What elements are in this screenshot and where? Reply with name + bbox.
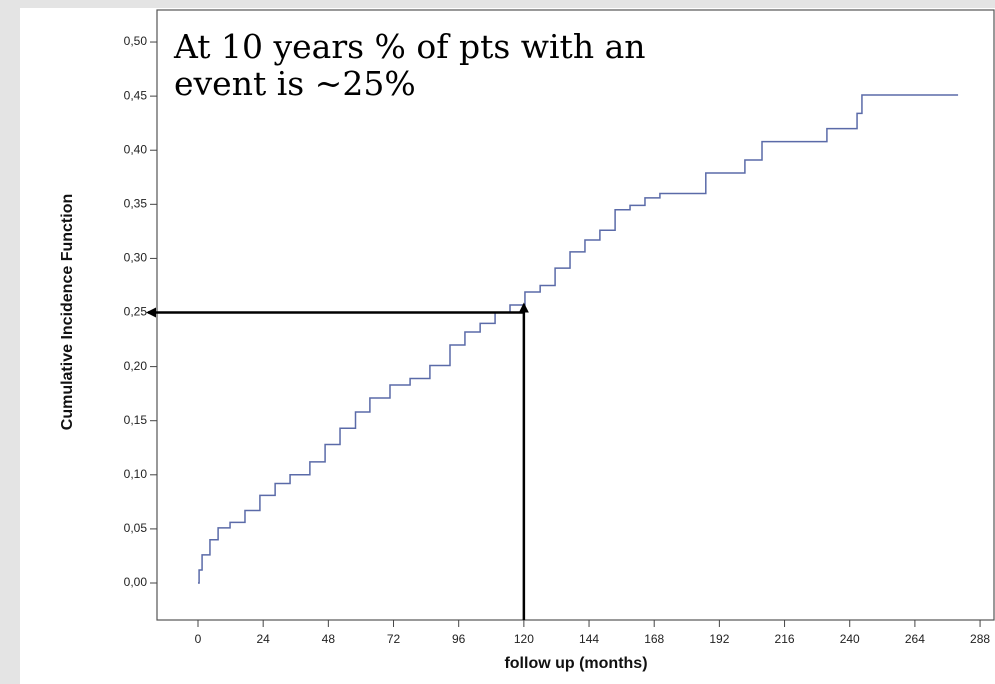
y-tick-label: 0,50 (124, 34, 148, 48)
y-tick-label: 0,10 (124, 467, 148, 481)
x-tick-label: 48 (322, 632, 336, 646)
x-axis-title: follow up (months) (504, 655, 647, 672)
x-tick-label: 264 (905, 632, 925, 646)
incidence-line (198, 94, 959, 584)
plot-frame (156, 9, 995, 621)
y-axis-title: Cumulative Incidence Function (59, 194, 76, 430)
y-tick-label: 0,05 (124, 521, 148, 535)
y-tick-label: 0,15 (124, 413, 148, 427)
y-tick-label: 0,20 (124, 359, 148, 373)
x-tick-label: 72 (387, 632, 401, 646)
x-tick-label: 192 (709, 632, 729, 646)
annotation: At 10 years % of pts with an (173, 27, 646, 66)
y-tick-label: 0,40 (124, 142, 148, 156)
y-tick-label: 0,35 (124, 196, 148, 210)
x-tick-label: 96 (452, 632, 466, 646)
x-tick-label: 168 (644, 632, 664, 646)
y-tick-label: 0,00 (124, 575, 148, 589)
x-tick-label: 240 (840, 632, 860, 646)
y-tick-label: 0,45 (124, 88, 148, 102)
y-tick-label: 0,25 (124, 305, 148, 319)
x-tick-label: 216 (775, 632, 795, 646)
x-tick-label: 144 (579, 632, 599, 646)
x-tick-label: 24 (256, 632, 270, 646)
x-tick-label: 288 (970, 632, 990, 646)
y-tick-label: 0,30 (124, 251, 148, 265)
x-tick-label: 0 (195, 632, 202, 646)
annotation: event is ~25% (174, 64, 416, 103)
x-tick-label: 120 (514, 632, 534, 646)
